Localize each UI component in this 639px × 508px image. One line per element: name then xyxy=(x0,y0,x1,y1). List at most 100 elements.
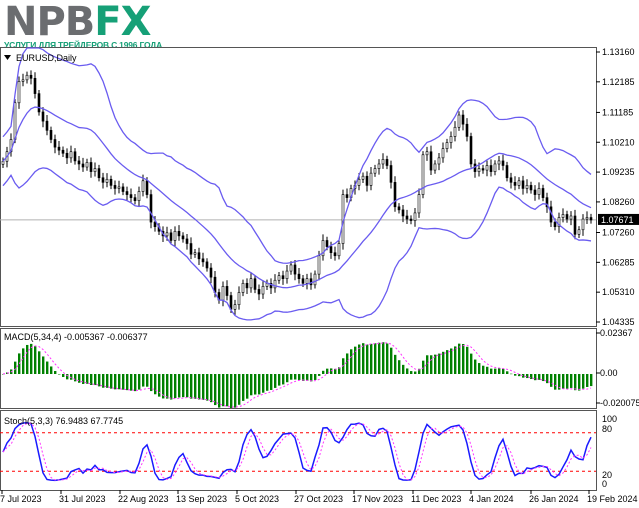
bollinger-middle xyxy=(2,106,592,289)
bollinger-lower xyxy=(2,167,592,321)
macd-bar xyxy=(498,368,501,374)
candle-body xyxy=(129,194,133,198)
candle xyxy=(173,226,177,247)
candle-body xyxy=(489,165,493,172)
candle xyxy=(437,152,441,171)
macd-bar xyxy=(30,343,33,374)
candle-body xyxy=(193,252,197,255)
candle-body xyxy=(325,240,329,247)
candle-body xyxy=(317,255,321,275)
candle xyxy=(577,226,581,239)
macd-bar xyxy=(458,343,461,374)
macd-bar xyxy=(270,374,273,390)
candle xyxy=(377,159,381,175)
candle xyxy=(557,212,561,233)
macd-bar xyxy=(574,374,577,391)
price-tick-label: 1.07260 xyxy=(602,228,635,238)
macd-bar xyxy=(14,361,17,374)
macd-bar xyxy=(94,374,97,386)
candle-body xyxy=(197,252,201,260)
macd-bar xyxy=(454,346,457,374)
macd-bar xyxy=(414,371,417,374)
price-tick-label: 1.09235 xyxy=(602,167,635,177)
candle-body xyxy=(225,286,229,296)
macd-bar xyxy=(298,374,301,381)
macd-bar xyxy=(98,374,101,387)
candle xyxy=(37,89,41,116)
candle-body xyxy=(89,162,93,172)
macd-bar xyxy=(446,350,449,374)
candle-body xyxy=(577,229,581,235)
macd-bar xyxy=(198,374,201,400)
candle-body xyxy=(93,168,97,172)
candle xyxy=(61,146,65,157)
candle-body xyxy=(177,230,181,237)
price-tick-label: 1.13160 xyxy=(602,47,635,57)
macd-bar xyxy=(522,374,525,378)
macd-label: MACD(5,34,4) -0.005367 -0.006377 xyxy=(4,332,148,342)
candle xyxy=(93,162,97,177)
macd-bar xyxy=(326,368,329,374)
macd-bar xyxy=(54,370,57,374)
bollinger-upper xyxy=(2,47,592,264)
macd-bar xyxy=(34,346,37,374)
candle xyxy=(181,232,185,243)
candle-body xyxy=(305,278,309,284)
candle-body xyxy=(289,264,293,272)
candle-body xyxy=(61,149,65,154)
macd-bar xyxy=(350,349,353,374)
macd-bar xyxy=(142,374,145,387)
macd-bar xyxy=(202,374,205,400)
candle-body xyxy=(257,289,261,295)
candle-body xyxy=(457,114,461,128)
macd-bar xyxy=(398,360,401,374)
macd-bar xyxy=(538,374,541,380)
candle xyxy=(89,157,93,178)
macd-bar xyxy=(514,374,517,376)
macd-bar xyxy=(186,374,189,398)
candle xyxy=(373,164,377,177)
candle xyxy=(105,173,109,188)
macd-bar xyxy=(338,367,341,374)
macd-bar xyxy=(106,374,109,388)
stoch-tick-label: 80 xyxy=(602,424,612,434)
candle-body xyxy=(57,146,61,151)
macd-bar xyxy=(38,351,41,374)
candle-body xyxy=(433,163,437,171)
candle-body xyxy=(53,139,57,148)
candle xyxy=(449,131,453,149)
candle xyxy=(585,211,589,224)
candle xyxy=(113,180,117,195)
macd-bar xyxy=(166,374,169,399)
candle-body xyxy=(221,286,225,301)
dropdown-triangle-icon[interactable] xyxy=(4,55,11,60)
candle-body xyxy=(589,217,593,221)
macd-bar xyxy=(578,374,581,391)
candle-body xyxy=(445,142,449,149)
candle-body xyxy=(285,270,289,280)
candle-body xyxy=(581,218,585,231)
candle xyxy=(397,203,401,214)
macd-bar xyxy=(214,374,217,406)
candle xyxy=(581,214,585,236)
candle-body xyxy=(205,261,209,269)
macd-bar xyxy=(502,368,505,374)
candle xyxy=(177,225,181,241)
candle-body xyxy=(505,165,509,179)
candle-body xyxy=(273,279,277,289)
candle xyxy=(33,72,37,99)
macd-bar xyxy=(494,368,497,374)
macd-bar xyxy=(294,374,297,380)
candle xyxy=(41,107,45,128)
macd-bar xyxy=(370,343,373,374)
candle xyxy=(293,260,297,281)
macd-bar xyxy=(490,368,493,374)
date-tick-label: 4 Jan 2024 xyxy=(469,494,514,504)
candle xyxy=(169,229,173,245)
candle-body xyxy=(417,194,421,214)
macd-bar xyxy=(378,342,381,374)
candle xyxy=(481,164,485,174)
candle xyxy=(561,208,565,223)
candle xyxy=(517,177,521,190)
